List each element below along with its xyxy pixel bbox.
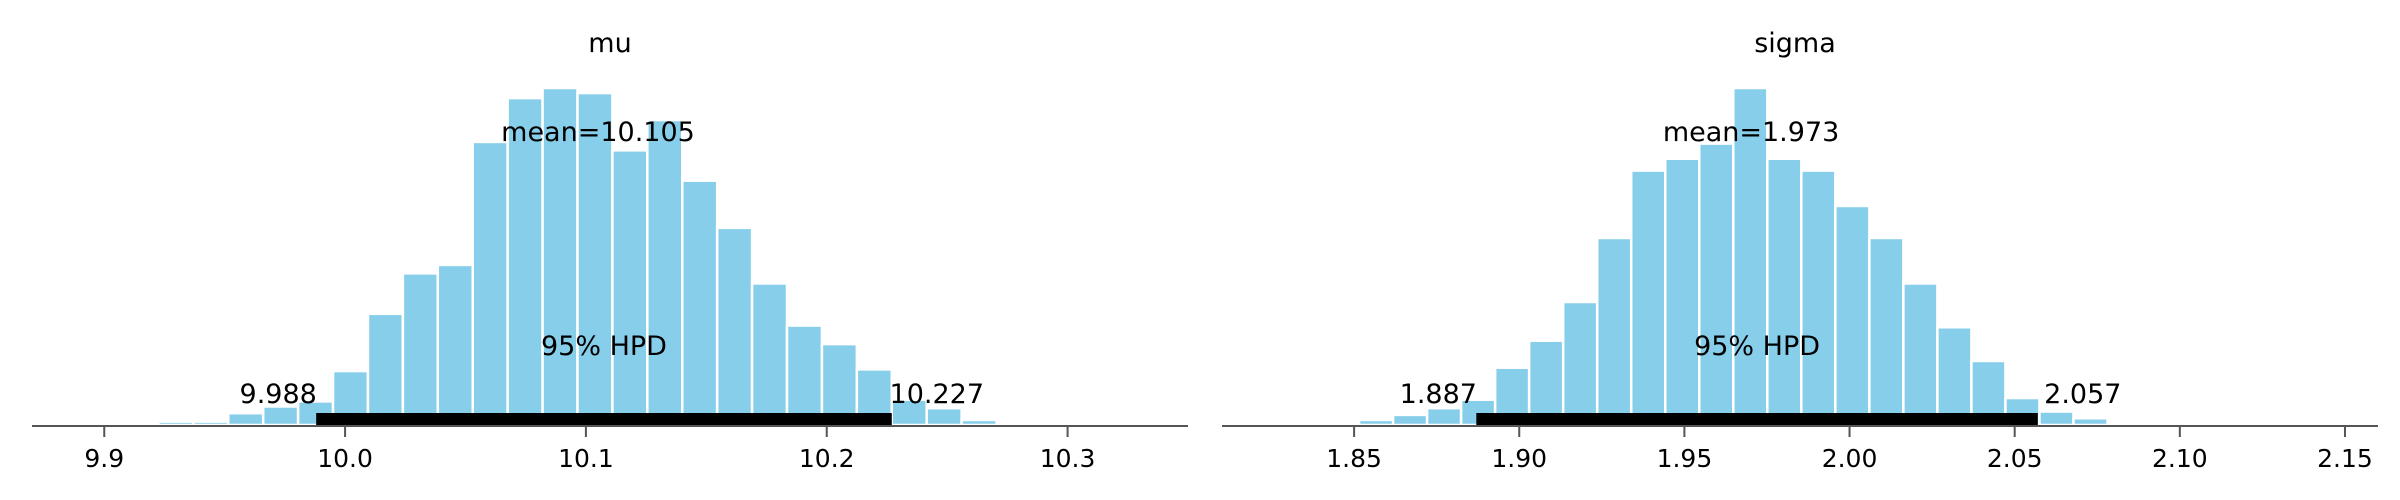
hpd-low-label: 1.887	[1400, 379, 1477, 410]
histogram-bar	[1663, 157, 1701, 427]
hpd-interval-bar	[1476, 413, 2038, 425]
histogram-bar	[1391, 413, 1429, 427]
mean-label: mean=1.973	[1663, 117, 1840, 148]
histogram-bar	[436, 263, 474, 427]
x-tick-label: 2.05	[1987, 444, 2043, 473]
hpd-low-label: 9.988	[240, 379, 317, 410]
histogram-bar	[1425, 406, 1463, 427]
histogram-bar	[471, 140, 509, 427]
histogram-bar	[1527, 339, 1565, 427]
histogram-bar	[646, 118, 684, 427]
histogram-bar	[785, 324, 824, 427]
histogram-bar	[750, 282, 789, 427]
histogram-bar	[960, 418, 998, 427]
histogram-bar	[401, 272, 440, 427]
x-tick-label: 9.9	[84, 444, 124, 473]
x-tick-label: 2.00	[1822, 444, 1878, 473]
histogram-bar	[1868, 236, 1905, 427]
x-tick-label: 2.15	[2317, 444, 2373, 473]
histogram-bar	[925, 406, 963, 427]
histogram-bar	[1357, 418, 1395, 427]
mean-label: mean=10.105	[501, 117, 695, 148]
histogram-bar	[1629, 169, 1667, 427]
histogram-bar	[820, 342, 859, 427]
x-tick-label: 1.95	[1657, 444, 1713, 473]
panel-mu: mu mean=10.105 95% HPD 9.988 10.227 9.9 1…	[32, 28, 1188, 473]
x-tick-label: 10.1	[558, 444, 614, 473]
histogram-bar	[2174, 422, 2211, 427]
hpd-interval-bar	[316, 413, 892, 425]
x-tick-label: 1.85	[1326, 444, 1382, 473]
histogram-bar	[1834, 204, 1871, 427]
histogram-bar	[681, 179, 719, 427]
x-tick-label: 1.90	[1491, 444, 1547, 473]
histogram-bar	[1766, 157, 1803, 427]
x-axis-ticks: 1.85 1.90 1.95 2.00 2.05 2.10 2.15	[1326, 426, 2373, 473]
histogram-bar	[1698, 142, 1735, 427]
histogram-bar	[157, 420, 195, 427]
histogram-bar	[715, 226, 754, 427]
histogram-bar	[611, 149, 649, 427]
x-tick-label: 10.3	[1040, 444, 1096, 473]
histogram-bar	[227, 411, 265, 427]
histogram-bar	[192, 420, 230, 427]
hpd-high-label: 2.057	[2044, 379, 2121, 410]
histogram-bar	[366, 312, 405, 427]
panel-title: sigma	[1754, 28, 1836, 59]
histogram-bar	[2038, 410, 2075, 427]
panel-sigma: sigma mean=1.973 95% HPD 1.887 2.057 1.8…	[1222, 28, 2378, 473]
x-tick-label: 10.2	[799, 444, 855, 473]
histogram-bar	[2140, 422, 2177, 427]
x-axis-ticks: 9.9 10.0 10.1 10.2 10.3	[84, 426, 1095, 473]
hpd-label: 95% HPD	[541, 331, 667, 362]
histogram-bar	[2072, 417, 2109, 427]
x-tick-label: 10.0	[317, 444, 373, 473]
histogram-bar	[890, 398, 928, 427]
histogram-bar	[1800, 169, 1837, 427]
histogram-bar	[541, 86, 579, 427]
histogram-bar	[1936, 326, 1973, 427]
histogram-bar	[506, 96, 544, 427]
histogram-bars	[1357, 86, 2211, 427]
histogram-bar	[1902, 282, 1939, 427]
histogram-bar	[1595, 236, 1633, 427]
panel-title: mu	[588, 28, 631, 59]
histogram-bar	[1561, 300, 1599, 427]
histogram-bars	[157, 86, 998, 427]
x-tick-label: 2.10	[2152, 444, 2208, 473]
hpd-label: 95% HPD	[1694, 331, 1820, 362]
hpd-high-label: 10.227	[890, 379, 984, 410]
